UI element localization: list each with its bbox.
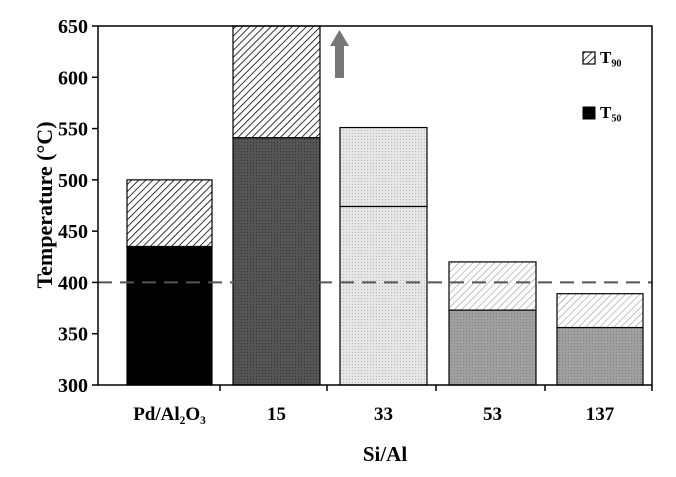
bar-t90-3 xyxy=(448,261,537,311)
legend-label-t50: T₅₀ xyxy=(600,103,622,122)
arrow-up-icon xyxy=(330,30,349,78)
bar-t50-1 xyxy=(232,137,321,386)
x-tick-label: 33 xyxy=(374,404,393,425)
y-tick-label: 600 xyxy=(58,67,88,89)
bar-t50-3 xyxy=(448,309,537,386)
bar-t90-1 xyxy=(232,25,321,139)
plot-frame xyxy=(97,25,653,386)
legend: T₉₀ T₅₀ xyxy=(582,48,622,122)
x-tick-label: 137 xyxy=(586,404,615,425)
y-axis-label: Temperature (°C) xyxy=(32,121,57,288)
bar-t50-2 xyxy=(339,205,428,386)
bar-t50-4 xyxy=(556,326,644,386)
bar-t90-0 xyxy=(126,179,213,248)
y-tick-label: 350 xyxy=(58,324,88,346)
y-tick-label: 500 xyxy=(58,170,88,192)
legend-label-t90: T₉₀ xyxy=(600,48,622,67)
y-tick-label: 400 xyxy=(58,272,88,294)
x-axis-label: Si/Al xyxy=(363,442,408,466)
x-tick-label: Pd/Al₂O₃ xyxy=(133,404,206,425)
y-tick-label: 650 xyxy=(58,16,88,38)
y-tick-label: 450 xyxy=(58,221,88,243)
legend-swatch-t50 xyxy=(582,106,596,120)
axes-layer: Pd/Al₂O₃ 15 33 53 137 300 350 400 450 500 550 600 65… xyxy=(58,16,653,425)
bars-layer xyxy=(126,25,644,386)
x-tick-label: 53 xyxy=(483,404,502,425)
bar-t90-2 xyxy=(339,126,428,208)
bar-t90-4 xyxy=(556,293,644,329)
x-tick-label: 15 xyxy=(267,404,286,425)
y-tick-label: 550 xyxy=(58,119,88,141)
bar-t50-0 xyxy=(126,245,213,386)
y-tick-label: 300 xyxy=(58,375,88,397)
legend-swatch-t90 xyxy=(582,51,596,65)
